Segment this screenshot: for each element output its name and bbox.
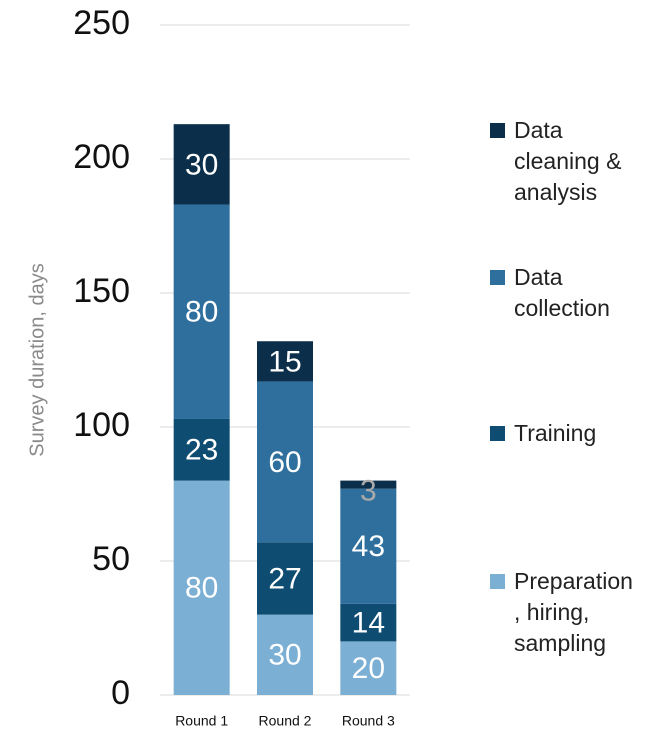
y-tick-label: 250 [73,4,130,42]
bar-segment [257,341,313,382]
data-label: 30 [268,639,301,672]
y-tick-label: 0 [111,674,130,712]
y-tick-label: 100 [73,406,130,444]
y-tick-label: 150 [73,272,130,310]
legend-label: Data collection [514,264,610,322]
x-tick-label: Round 2 [259,713,312,729]
legend-label: Data cleaning & analysis [514,117,622,206]
bar-segment [173,204,230,419]
data-label: 15 [268,345,301,378]
data-label: 80 [185,572,218,605]
bar-segment [340,480,397,489]
bar-segment [340,488,397,604]
data-label: 3 [360,475,377,508]
bar-segment [257,614,313,695]
bar-segment [340,641,397,695]
legend-swatch [490,123,505,138]
data-label: 30 [185,148,218,181]
legend-label: Preparation, hiring, sampling [514,568,633,657]
bar-segment [257,381,313,543]
data-label: 43 [352,530,385,563]
y-tick-label: 50 [92,540,130,578]
data-label: 20 [352,652,385,685]
x-tick-label: Round 3 [342,713,395,729]
y-axis-label: Survey duration, days [26,263,48,456]
legend-swatch [490,426,505,441]
x-tick-label: Round 1 [175,713,228,729]
bar-segment [173,480,230,695]
bar-segment [173,124,230,205]
bar-segment [257,542,313,615]
bar-segment [173,418,230,481]
data-label: 80 [185,296,218,329]
data-label: 14 [352,607,385,640]
bar-segment [340,603,397,642]
legend-swatch [490,574,505,589]
y-tick-label: 200 [73,138,130,176]
legend-label: Training [514,420,597,446]
data-label: 27 [268,562,301,595]
data-label: 60 [268,446,301,479]
legend-swatch [490,270,505,285]
data-label: 23 [185,434,218,467]
